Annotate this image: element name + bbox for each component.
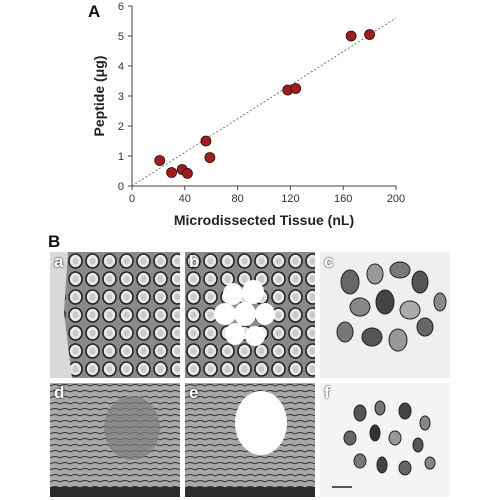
micrograph-label-f: f bbox=[324, 383, 330, 402]
y-tick-label: 4 bbox=[118, 61, 124, 73]
y-tick-label: 0 bbox=[118, 181, 124, 193]
tissue-image-c bbox=[320, 252, 450, 378]
panel-b-label: B bbox=[48, 232, 61, 251]
data-point bbox=[154, 155, 166, 166]
x-tick-label: 120 bbox=[281, 193, 299, 205]
data-point bbox=[200, 135, 212, 147]
x-tick-label: 0 bbox=[129, 193, 135, 205]
micrograph-label-a: a bbox=[54, 252, 64, 271]
trendline bbox=[131, 17, 397, 187]
panel-a-label: A bbox=[88, 2, 101, 21]
chart-points bbox=[154, 29, 376, 179]
scatter-chart: 0 40 80 120 160 200 0 1 2 3 4 5 6 Microdissected Tis… bbox=[91, 1, 405, 228]
data-point bbox=[166, 167, 178, 178]
y-tick-label: 3 bbox=[118, 91, 124, 103]
micrograph-label-e: e bbox=[189, 383, 199, 402]
y-tick-label: 5 bbox=[118, 31, 124, 43]
micrograph-label-c: c bbox=[324, 252, 334, 271]
x-tick-label: 200 bbox=[387, 193, 405, 205]
data-point bbox=[290, 83, 302, 94]
data-point bbox=[364, 29, 376, 40]
micrograph-e: e bbox=[185, 383, 315, 497]
micrograph-d: d bbox=[50, 383, 180, 497]
tissue-image-f bbox=[320, 383, 450, 497]
micrograph-c: c bbox=[320, 252, 450, 378]
y-tick-label: 6 bbox=[118, 1, 124, 13]
micrograph-f: f bbox=[320, 383, 450, 497]
y-tick-label: 1 bbox=[118, 151, 124, 163]
micrograph-a: a bbox=[50, 252, 180, 378]
x-tick-label: 40 bbox=[179, 193, 191, 205]
micrograph-b: b bbox=[185, 252, 315, 378]
trendline-path bbox=[131, 17, 397, 187]
data-point bbox=[182, 167, 193, 179]
chart-axes bbox=[131, 6, 396, 187]
tissue-image-b bbox=[185, 252, 315, 378]
x-axis-label: Microdissected Tissue (nL) bbox=[174, 212, 354, 228]
tissue-image-e bbox=[185, 383, 315, 497]
data-point bbox=[204, 152, 216, 163]
data-point bbox=[345, 30, 357, 42]
y-axis-label: Peptide (μg) bbox=[91, 56, 107, 137]
micrograph-label-d: d bbox=[54, 383, 65, 402]
tissue-image-d bbox=[50, 383, 180, 497]
micrograph-label-b: b bbox=[189, 252, 200, 271]
y-tick-label: 2 bbox=[118, 121, 124, 133]
tissue-image-a bbox=[50, 252, 180, 378]
chart-ticks: 0 40 80 120 160 200 0 1 2 3 4 5 6 bbox=[118, 1, 405, 205]
x-tick-label: 160 bbox=[334, 193, 352, 205]
x-tick-label: 80 bbox=[231, 193, 243, 205]
